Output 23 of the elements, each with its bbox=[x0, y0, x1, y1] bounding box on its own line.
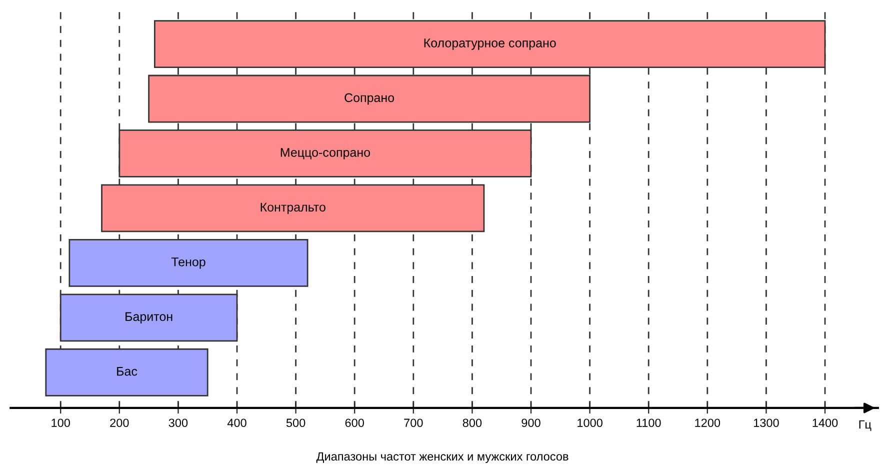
y-tick-label: Колоратурное сопрано bbox=[424, 38, 556, 50]
x-tick-label: 1300 bbox=[754, 418, 779, 428]
x-tick-label: 100 bbox=[52, 418, 70, 428]
x-tick-label: 1100 bbox=[636, 418, 661, 428]
x-tick-label: 300 bbox=[168, 418, 188, 428]
y-tick-label: Сопрано bbox=[344, 93, 394, 105]
x-tick-label: 1000 bbox=[578, 418, 602, 428]
y-tick-label: Баритон bbox=[126, 312, 172, 324]
x-tick-label: 900 bbox=[522, 418, 540, 428]
x-tick-label: 700 bbox=[404, 418, 423, 428]
x-tick-label: 600 bbox=[345, 418, 364, 428]
x-tick-label: 1400 bbox=[812, 418, 838, 428]
text: Диапазоны частот женских и мужских голосов bbox=[316, 452, 568, 463]
x-tick-label: 200 bbox=[110, 418, 129, 428]
x-tick-label: 1200 bbox=[695, 418, 720, 428]
y-tick-label: Бас bbox=[117, 367, 138, 376]
y-tick-label: Меццо-сопрано bbox=[280, 148, 370, 160]
x-axis-title: Гц bbox=[859, 420, 872, 431]
y-tick-label: Контральто bbox=[260, 202, 326, 214]
x-tick-label: 400 bbox=[227, 418, 246, 428]
x-tick-label: 500 bbox=[286, 418, 306, 428]
x-tick-label: 800 bbox=[462, 418, 482, 428]
y-tick-label: Тенор bbox=[171, 258, 206, 269]
